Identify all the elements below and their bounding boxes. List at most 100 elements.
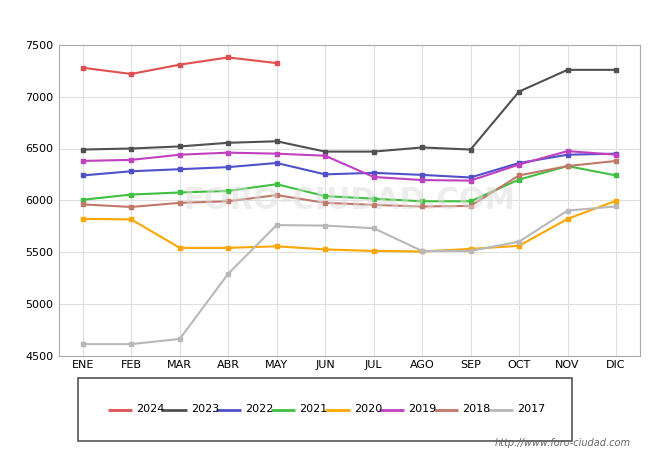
2018 — [127, 204, 135, 210]
Text: FORO-CIUDAD.COM: FORO-CIUDAD.COM — [183, 186, 515, 215]
2023 — [79, 147, 86, 152]
2018 — [515, 173, 523, 178]
2022 — [176, 166, 183, 172]
2023 — [370, 149, 378, 154]
2022 — [370, 170, 378, 176]
2018 — [79, 202, 86, 207]
Text: 2018: 2018 — [462, 405, 491, 414]
2017 — [467, 248, 474, 254]
Text: 2020: 2020 — [354, 405, 382, 414]
2021 — [127, 192, 135, 197]
2022 — [515, 160, 523, 166]
2022 — [127, 169, 135, 174]
2021 — [418, 198, 426, 204]
Text: 2019: 2019 — [408, 405, 436, 414]
2023 — [127, 146, 135, 151]
2017 — [418, 248, 426, 254]
2021 — [564, 163, 571, 169]
2020 — [564, 216, 571, 221]
Text: 2024: 2024 — [136, 405, 164, 414]
Text: http://www.foro-ciudad.com: http://www.foro-ciudad.com — [495, 438, 630, 448]
Line: 2020: 2020 — [81, 199, 618, 253]
2017 — [612, 204, 620, 209]
2022 — [564, 152, 571, 158]
2020 — [224, 245, 232, 251]
2019 — [370, 174, 378, 180]
2020 — [370, 248, 378, 254]
2017 — [79, 342, 86, 347]
2020 — [321, 247, 329, 252]
2020 — [127, 217, 135, 222]
Text: 2017: 2017 — [517, 405, 545, 414]
Line: 2023: 2023 — [81, 68, 618, 153]
FancyBboxPatch shape — [78, 378, 572, 441]
2021 — [273, 181, 281, 187]
2018 — [176, 200, 183, 206]
2017 — [176, 336, 183, 342]
2018 — [224, 198, 232, 204]
2018 — [370, 202, 378, 207]
Line: 2019: 2019 — [81, 149, 618, 182]
2022 — [273, 160, 281, 166]
2017 — [127, 342, 135, 347]
2023 — [321, 149, 329, 154]
2021 — [79, 197, 86, 202]
2021 — [224, 188, 232, 194]
2019 — [79, 158, 86, 164]
2022 — [79, 173, 86, 178]
2018 — [273, 193, 281, 198]
2022 — [612, 151, 620, 156]
2018 — [418, 204, 426, 209]
2022 — [467, 175, 474, 180]
2023 — [467, 147, 474, 152]
Line: 2018: 2018 — [81, 159, 618, 209]
Text: Afiliados en Carbajosa de la Sagrada a 31/5/2024: Afiliados en Carbajosa de la Sagrada a 3… — [120, 11, 530, 29]
2019 — [467, 178, 474, 183]
2020 — [418, 249, 426, 254]
2020 — [515, 243, 523, 248]
2017 — [515, 239, 523, 244]
Text: 2023: 2023 — [190, 405, 219, 414]
Line: 2022: 2022 — [81, 152, 618, 179]
Text: 2022: 2022 — [245, 405, 274, 414]
2019 — [176, 152, 183, 158]
2021 — [612, 173, 620, 178]
2023 — [224, 140, 232, 145]
2021 — [515, 177, 523, 182]
2021 — [467, 198, 474, 204]
2023 — [418, 145, 426, 150]
2019 — [418, 177, 426, 183]
2019 — [127, 157, 135, 162]
2017 — [564, 208, 571, 213]
2019 — [564, 148, 571, 154]
2024 — [224, 55, 232, 60]
2020 — [273, 243, 281, 249]
2024 — [79, 65, 86, 71]
Line: 2021: 2021 — [81, 164, 618, 203]
2019 — [321, 153, 329, 158]
2017 — [321, 223, 329, 228]
2020 — [612, 198, 620, 203]
2022 — [418, 172, 426, 178]
2023 — [273, 139, 281, 144]
2023 — [564, 67, 571, 72]
Line: 2017: 2017 — [81, 205, 618, 346]
2019 — [612, 152, 620, 158]
2019 — [224, 150, 232, 155]
2020 — [176, 245, 183, 251]
2023 — [515, 89, 523, 94]
2018 — [467, 203, 474, 209]
2019 — [273, 151, 281, 156]
2020 — [79, 216, 86, 221]
2024 — [176, 62, 183, 68]
2024 — [127, 71, 135, 76]
2018 — [612, 158, 620, 164]
2017 — [273, 222, 281, 228]
2018 — [564, 163, 571, 169]
2022 — [224, 164, 232, 170]
2022 — [321, 171, 329, 177]
2017 — [370, 225, 378, 231]
2020 — [467, 246, 474, 252]
2017 — [224, 271, 232, 276]
2021 — [176, 190, 183, 195]
